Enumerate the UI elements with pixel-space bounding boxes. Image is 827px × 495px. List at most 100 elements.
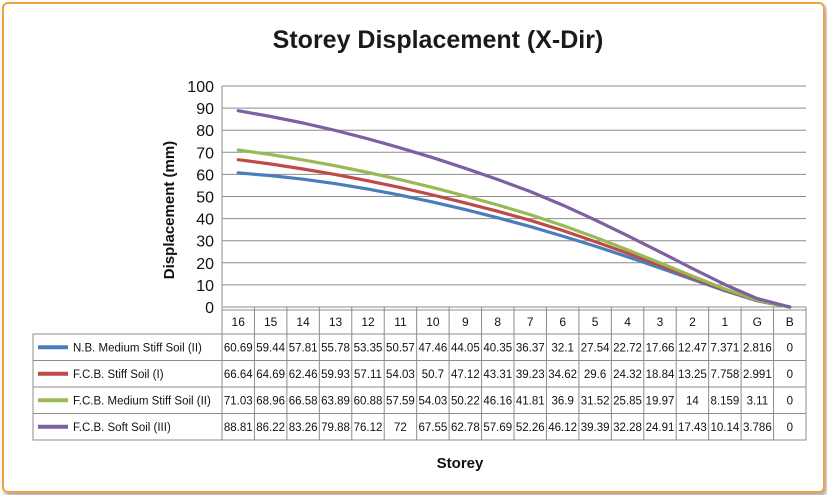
data-label: 0 (787, 422, 793, 434)
legend-label: F.C.B. Soft Soil (III) (73, 422, 171, 434)
data-label: 63.89 (321, 395, 350, 407)
y-tick-label: 40 (196, 212, 214, 229)
data-label: 68.96 (256, 395, 285, 407)
x-tick-label: 2 (689, 315, 696, 329)
data-label: 72 (394, 422, 407, 434)
data-label: 36.37 (516, 342, 545, 354)
data-label: 62.78 (451, 422, 480, 434)
x-tick-label: 16 (232, 315, 246, 329)
x-tick-label: 7 (527, 315, 534, 329)
data-label: 14 (686, 395, 699, 407)
y-tick-label: 90 (196, 101, 214, 118)
data-label: 57.81 (289, 342, 318, 354)
data-label: 83.26 (289, 422, 318, 434)
data-label: 41.81 (516, 395, 545, 407)
legend-label: N.B. Medium Stiff Soil (II) (73, 342, 202, 354)
y-axis-label: Displacement (mm) (161, 141, 178, 279)
data-label: 86.22 (256, 422, 285, 434)
data-label: 67.55 (418, 422, 447, 434)
y-tick-label: 70 (196, 145, 214, 162)
data-label: 60.69 (224, 342, 253, 354)
data-label: 39.39 (581, 422, 610, 434)
x-tick-label: 4 (624, 315, 631, 329)
data-label: 62.46 (289, 369, 318, 381)
x-tick-label: 12 (361, 315, 375, 329)
data-label: 47.46 (418, 342, 447, 354)
data-label: 3.11 (747, 395, 769, 407)
data-label: 59.93 (321, 369, 350, 381)
data-label: 52.26 (516, 422, 545, 434)
y-tick-label: 80 (196, 123, 214, 140)
data-label: 79.88 (321, 422, 350, 434)
data-label: 88.81 (224, 422, 253, 434)
axes: 0 10 20 30 40 50 60 70 80 90 100 (187, 79, 223, 317)
data-label: 8.159 (710, 395, 739, 407)
data-label: 64.69 (256, 369, 285, 381)
legend-label: F.C.B. Medium Stiff Soil (II) (73, 395, 211, 407)
data-label: 50.57 (386, 342, 415, 354)
x-tick-label: 8 (494, 315, 501, 329)
data-label: 24.91 (646, 422, 675, 434)
data-label: 39.23 (516, 369, 545, 381)
data-table: 16 15 14 13 12 11 10 9 8 7 6 5 4 3 2 1 G B N.B. Medium Sti… (32, 307, 807, 441)
data-label: 17.66 (646, 342, 675, 354)
data-label: 54.03 (386, 369, 415, 381)
data-label: 25.85 (613, 395, 642, 407)
data-label: 2.816 (743, 342, 772, 354)
data-label: 46.16 (483, 395, 512, 407)
data-label: 3.786 (743, 422, 772, 434)
data-label: 7.758 (710, 369, 739, 381)
legend-label: F.C.B. Stiff Soil (I) (73, 369, 164, 381)
data-label: 13.25 (678, 369, 707, 381)
y-tick-label: 30 (196, 234, 214, 251)
y-tick-label: 100 (187, 79, 214, 96)
data-label: 57.11 (354, 369, 382, 381)
data-label: 24.32 (613, 369, 642, 381)
data-label: 34.62 (548, 369, 577, 381)
y-tick-label: 60 (196, 167, 214, 184)
y-tick-label: 50 (196, 190, 214, 207)
series-line (236, 171, 792, 309)
data-label: 19.97 (646, 395, 675, 407)
data-label: 0 (787, 369, 793, 381)
data-label: 53.35 (354, 342, 383, 354)
y-tick-label: 10 (196, 278, 214, 295)
data-label: 76.12 (354, 422, 383, 434)
data-label: 66.58 (289, 395, 318, 407)
data-label: 54.03 (418, 395, 447, 407)
x-tick-label: 9 (462, 315, 469, 329)
x-tick-label: 14 (296, 315, 310, 329)
data-label: 55.78 (321, 342, 350, 354)
data-label: 50.7 (422, 369, 444, 381)
data-label: 2.991 (743, 369, 772, 381)
x-tick-label: 15 (264, 315, 278, 329)
data-label: 31.52 (581, 395, 610, 407)
data-label: 40.35 (483, 342, 512, 354)
data-label: 32.28 (613, 422, 642, 434)
x-tick-label: 1 (722, 315, 729, 329)
x-tick-label: 6 (559, 315, 566, 329)
data-label: 57.69 (483, 422, 512, 434)
series-line (236, 109, 792, 309)
data-label: 0 (787, 342, 793, 354)
x-tick-label: 11 (394, 315, 407, 329)
data-label: 10.14 (710, 422, 739, 434)
data-label: 43.31 (483, 369, 512, 381)
data-label: 12.47 (678, 342, 707, 354)
x-tick-label: B (786, 315, 794, 329)
x-tick-label: 5 (592, 315, 599, 329)
data-label: 66.64 (224, 369, 253, 381)
data-label: 47.12 (451, 369, 480, 381)
x-tick-label: G (753, 315, 762, 329)
y-tick-label: 0 (205, 300, 214, 317)
chart-title: Storey Displacement (X-Dir) (273, 26, 604, 54)
data-label: 44.05 (451, 342, 480, 354)
data-label: 59.44 (256, 342, 285, 354)
data-label: 7.371 (710, 342, 739, 354)
data-label: 71.03 (224, 395, 253, 407)
data-label: 29.6 (584, 369, 606, 381)
data-label: 27.54 (581, 342, 610, 354)
x-tick-label: 3 (657, 315, 664, 329)
